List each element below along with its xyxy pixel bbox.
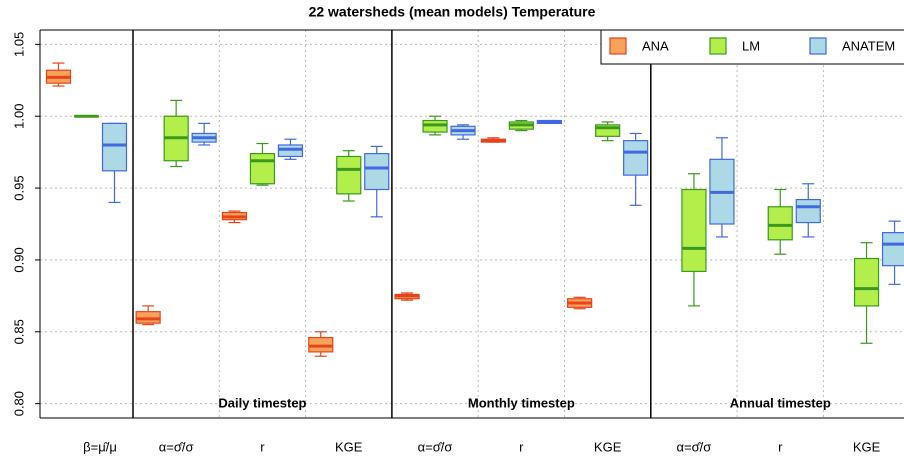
- box-group: [73, 114, 100, 118]
- box-group: [853, 242, 880, 344]
- x-tick-label: α=σ̂/σ: [418, 439, 453, 454]
- box-group: [277, 138, 304, 160]
- box: [881, 232, 904, 267]
- x-tick-label: r: [519, 439, 524, 454]
- y-tick-label: 0.90: [11, 247, 26, 272]
- box: [249, 152, 276, 185]
- y-tick-label: 0.95: [11, 175, 26, 200]
- box-group: [163, 99, 189, 168]
- legend-box: [600, 29, 904, 65]
- group-label: Daily timestep: [218, 395, 306, 410]
- box: [795, 198, 821, 224]
- box-group: [767, 188, 793, 255]
- y-tick-label: 0.80: [11, 391, 26, 416]
- box-group: [394, 292, 420, 301]
- box-group: [364, 145, 390, 218]
- box-group: [480, 137, 506, 143]
- legend-label: LM: [742, 38, 760, 53]
- chart-title: 22 watersheds (mean models) Temperature: [309, 4, 596, 20]
- box-group: [709, 137, 735, 238]
- box-group: [308, 331, 334, 357]
- box-group: [422, 115, 448, 136]
- box-group: [595, 121, 621, 142]
- box-group: [249, 142, 276, 186]
- box-group: [221, 210, 248, 224]
- box-group: [135, 305, 161, 326]
- box: [101, 122, 128, 172]
- box-group: [536, 119, 562, 125]
- legend-swatch: [609, 37, 627, 55]
- legend-swatch: [809, 37, 827, 55]
- box: [767, 206, 793, 241]
- box-group: [508, 119, 534, 132]
- y-tick-label: 0.85: [11, 319, 26, 344]
- box-group: [101, 122, 128, 204]
- box-group: [191, 122, 217, 146]
- x-tick-label: r: [778, 439, 783, 454]
- box: [853, 257, 880, 307]
- y-tick-label: 1.00: [11, 104, 26, 129]
- box-group: [567, 296, 593, 310]
- box-group: [881, 220, 904, 285]
- box-group: [336, 150, 362, 202]
- box-group: [45, 62, 72, 87]
- x-tick-label: β=μ̂/μ: [83, 439, 117, 454]
- legend-swatch: [709, 37, 727, 55]
- box: [595, 124, 621, 137]
- box-group: [795, 183, 821, 238]
- x-tick-label: α=σ̂/σ: [677, 439, 712, 454]
- box-group: [623, 132, 649, 206]
- x-tick-label: α=σ̂/σ: [159, 439, 194, 454]
- box: [681, 188, 707, 273]
- x-tick-label: KGE: [594, 439, 622, 454]
- x-tick-label: r: [260, 439, 265, 454]
- box-group: [450, 124, 476, 140]
- legend-label: ANA: [642, 38, 669, 53]
- box-group: [681, 173, 707, 307]
- box: [623, 140, 649, 176]
- group-label: Annual timestep: [730, 395, 831, 410]
- x-tick-label: KGE: [335, 439, 363, 454]
- group-label: Monthly timestep: [468, 395, 575, 410]
- y-tick-label: 1.05: [11, 32, 26, 57]
- box: [364, 152, 390, 191]
- box: [336, 155, 362, 195]
- x-tick-label: KGE: [853, 439, 881, 454]
- legend-label: ANATEM: [842, 38, 895, 53]
